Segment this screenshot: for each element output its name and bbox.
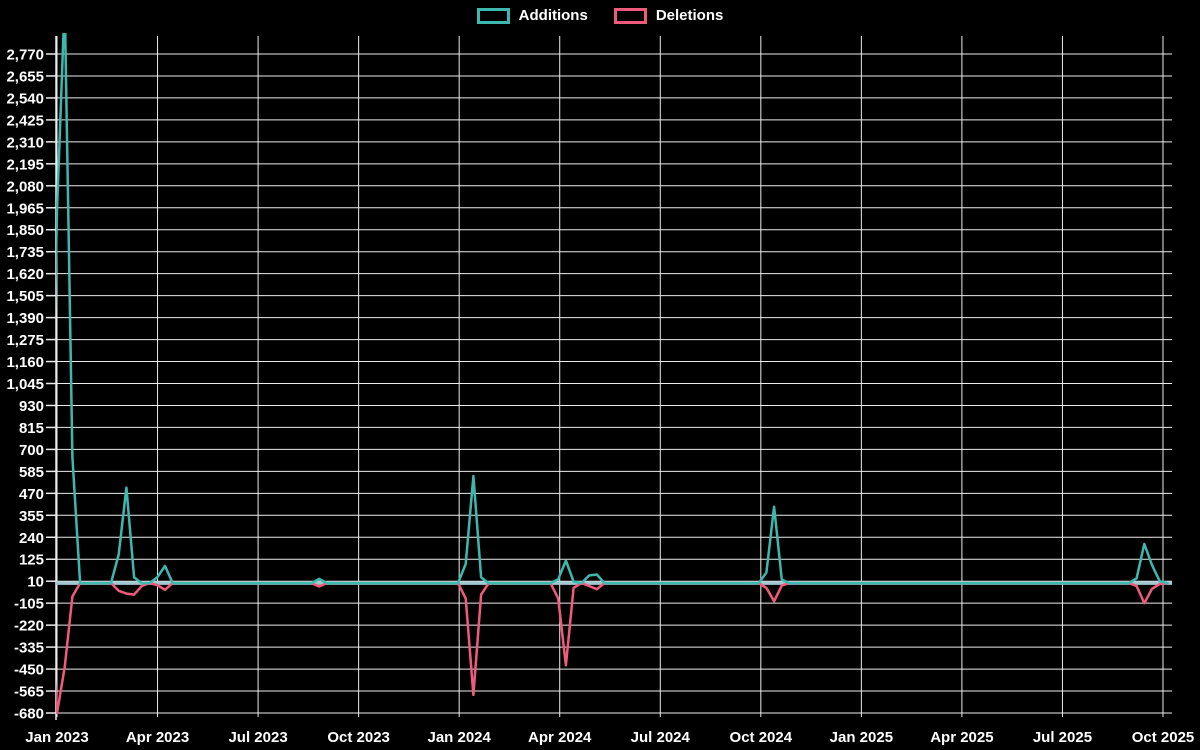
x-tick-label: Jan 2023 bbox=[25, 729, 88, 746]
y-tick-label: 470 bbox=[19, 486, 44, 503]
y-grid: 2,770 2,655 2,540 2,425 2,310 2,195 2,080 1,965… bbox=[6, 47, 1172, 723]
x-tick-label: Oct 2023 bbox=[327, 729, 390, 746]
y-tick-label: 1,160 bbox=[6, 354, 44, 371]
x-tick-label: Jan 2024 bbox=[427, 729, 491, 746]
y-tick-label: -335 bbox=[14, 640, 44, 657]
y-tick-label: -565 bbox=[14, 684, 44, 701]
y-tick-label: 1,275 bbox=[6, 332, 44, 349]
y-tick-label: 1,965 bbox=[6, 200, 44, 217]
x-tick-label: Jul 2025 bbox=[1033, 729, 1092, 746]
deletions-swatch-icon bbox=[613, 8, 647, 24]
legend-additions-label: Additions bbox=[518, 7, 588, 24]
legend-item-additions[interactable]: Additions bbox=[476, 7, 588, 24]
y-tick-label: 1,390 bbox=[6, 310, 44, 327]
y-tick-label: 1,505 bbox=[6, 288, 44, 305]
y-tick-label: -105 bbox=[14, 596, 44, 613]
y-tick-label: 125 bbox=[19, 552, 44, 569]
legend-deletions-label: Deletions bbox=[655, 7, 724, 24]
y-tick-label: 2,195 bbox=[6, 156, 44, 173]
y-tick-label: 2,310 bbox=[6, 134, 44, 151]
y-tick-label: -220 bbox=[14, 618, 44, 635]
x-tick-label: Jan 2025 bbox=[830, 729, 893, 746]
x-tick-label: Oct 2024 bbox=[730, 729, 793, 746]
y-tick-label: 10 bbox=[27, 574, 44, 591]
y-tick-label: 355 bbox=[19, 508, 44, 525]
y-tick-label: -680 bbox=[14, 706, 44, 723]
y-tick-label: 2,540 bbox=[6, 90, 44, 107]
y-tick-label: 240 bbox=[19, 530, 44, 547]
x-tick-label: Jul 2023 bbox=[228, 729, 287, 746]
y-tick-label: 1,045 bbox=[6, 376, 44, 393]
additions-swatch-icon bbox=[476, 8, 510, 24]
legend-item-deletions[interactable]: Deletions bbox=[613, 7, 724, 24]
y-tick-label: 2,770 bbox=[6, 47, 44, 64]
y-tick-label: 2,655 bbox=[6, 68, 44, 85]
x-tick-label: Apr 2024 bbox=[528, 729, 592, 746]
y-tick-label: 585 bbox=[19, 464, 44, 481]
series-line-additions[interactable] bbox=[49, 1, 1169, 585]
y-tick-label: -450 bbox=[14, 662, 44, 679]
y-tick-label: 2,425 bbox=[6, 112, 44, 129]
y-tick-label: 2,080 bbox=[6, 178, 44, 195]
x-tick-label: Jul 2024 bbox=[631, 729, 691, 746]
y-tick-label: 1,620 bbox=[6, 266, 44, 283]
x-grid: Jan 2023 Apr 2023 Jul 2023 Oct 2023 Jan 2024… bbox=[25, 36, 1194, 746]
x-tick-label: Apr 2025 bbox=[930, 729, 993, 746]
y-tick-label: 700 bbox=[19, 442, 44, 459]
y-tick-label: 1,735 bbox=[6, 244, 44, 261]
y-tick-label: 1,850 bbox=[6, 222, 44, 239]
chart-legend: Additions Deletions bbox=[0, 8, 1200, 24]
y-tick-label: 930 bbox=[19, 398, 44, 415]
y-tick-label: 815 bbox=[19, 420, 44, 437]
x-tick-label: Oct 2025 bbox=[1132, 729, 1195, 746]
x-tick-label: Apr 2023 bbox=[126, 729, 189, 746]
